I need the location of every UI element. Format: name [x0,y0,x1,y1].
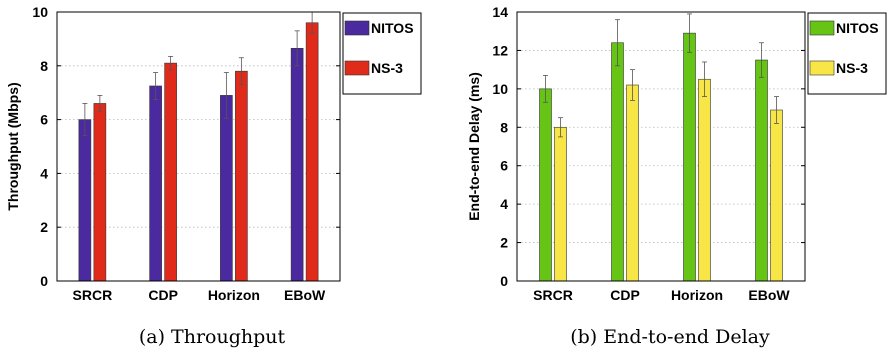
y-tick-label: 10 [32,4,48,20]
bar-nitos-cdp [611,42,624,282]
throughput-chart: 0 2 4 6 8 10 SRCR CDP Horizon EBoW Throughput (Mbp… [5,4,422,348]
bar-nitos-ebow [290,48,304,282]
error-bar [168,55,174,71]
error-bar [223,72,229,119]
x-tick-label: EBoW [748,287,790,303]
bar-ns3-srcr [554,126,567,282]
error-bar [774,96,779,124]
bar-nitos-horizon [683,32,696,282]
error-bar [702,61,707,97]
y-axis-title: Throughput (Mbps) [5,82,21,210]
bar-ns3-srcr [93,103,107,282]
bar-nitos-ebow [755,59,768,282]
legend-swatch [809,20,835,36]
bar-ns3-cdp [626,84,639,282]
legend-swatch [809,60,835,76]
y-tick-label: 14 [492,4,508,20]
legend-label: NS-3 [371,60,403,76]
y-tick-label: 0 [40,273,48,289]
legend: NITOS NS-3 [807,12,887,95]
legend-swatch [344,20,370,36]
legend-label: NITOS [371,20,414,36]
error-bar [97,94,103,112]
legend-label: NS-3 [836,60,868,76]
delay-chart: 0 2 4 6 8 10 12 14 SRCR CDP Horizon EBoW End-to-end … [466,4,887,348]
chart-caption: (a) Throughput [139,326,286,348]
bar-ns3-horizon [235,70,248,282]
legend-swatch [344,60,370,76]
legend-label: NITOS [836,20,879,36]
y-tick-label: 0 [500,273,508,289]
y-tick-label: 12 [492,42,508,58]
x-tick-label: SRCR [533,287,573,303]
y-tick-label: 4 [40,165,48,181]
error-bar [759,42,764,78]
y-tick-label: 2 [500,235,508,251]
bar-nitos-cdp [149,85,162,282]
y-tick-label: 6 [500,158,508,174]
error-bar [630,69,635,101]
error-bar [687,13,692,53]
error-bar [238,57,244,86]
error-bar [82,103,88,137]
legend: NITOS NS-3 [342,12,422,95]
error-bar [615,19,620,67]
x-tick-label: Horizon [208,287,260,303]
y-axis-title: End-to-end Delay (ms) [466,72,482,221]
axes-frame [516,11,806,282]
bar-nitos-horizon [220,95,233,282]
bar-ns3-ebow [770,109,783,282]
error-bar [543,75,548,103]
y-tick-label: 6 [40,112,48,128]
error-bar [153,72,159,100]
chart-caption: (b) End-to-end Delay [570,326,770,348]
error-bar [294,30,300,67]
x-tick-label: CDP [610,287,640,303]
y-tick-label: 4 [500,196,508,212]
y-tick-label: 2 [40,219,48,235]
bar-nitos-srcr [539,88,552,282]
bar-ns3-ebow [305,22,319,282]
bar-ns3-cdp [164,62,177,282]
y-tick-label: 8 [500,119,508,135]
y-tick-label: 10 [492,81,508,97]
x-tick-label: EBoW [284,287,326,303]
bar-ns3-horizon [698,78,711,282]
y-tick-label: 8 [40,58,48,74]
bar-nitos-srcr [78,119,92,282]
axes-frame [56,11,341,282]
x-tick-label: CDP [148,287,178,303]
error-bar [558,117,563,138]
x-tick-label: Horizon [671,287,723,303]
x-tick-label: SRCR [73,287,113,303]
